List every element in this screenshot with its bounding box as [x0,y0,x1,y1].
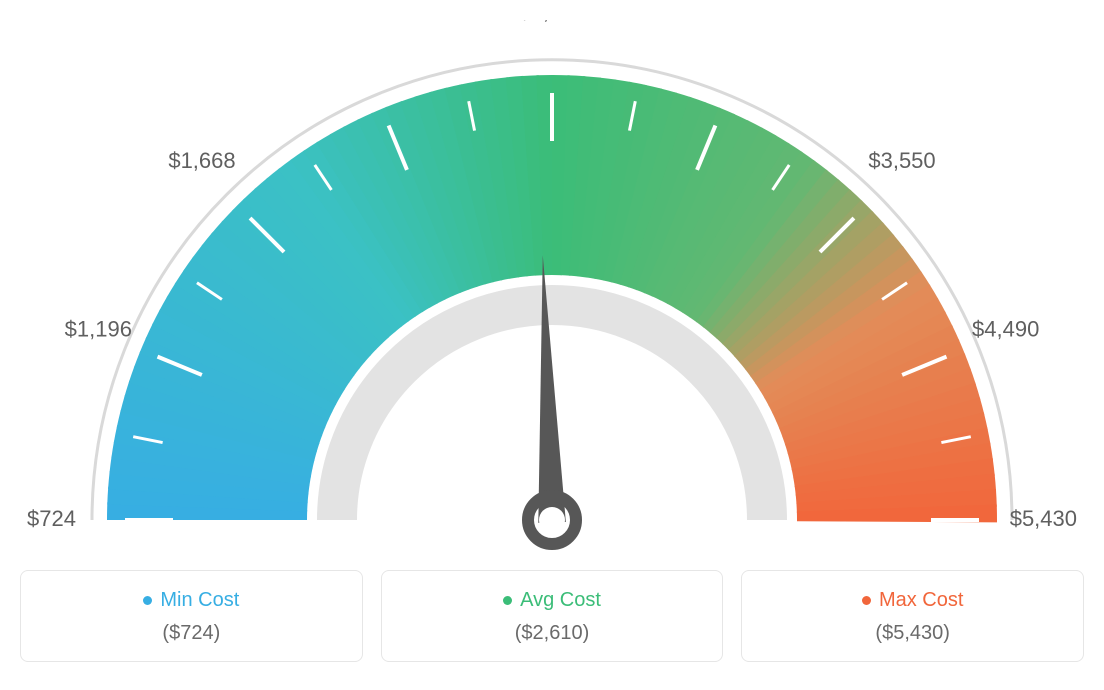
legend-avg-card: Avg Cost ($2,610) [381,570,724,662]
dot-icon [503,596,512,605]
tick-label: $3,550 [868,148,935,173]
legend-avg-value: ($2,610) [396,622,709,645]
tick-label: $4,490 [972,317,1039,342]
gauge-svg: $724 $1,196 $1,668 $2,610 $3,550 $4,490 $5,430 [20,20,1084,560]
dot-icon [862,596,871,605]
legend-row: Min Cost ($724) Avg Cost ($2,610) Max Co… [20,570,1084,662]
cost-gauge: $724 $1,196 $1,668 $2,610 $3,550 $4,490 $5,430 [20,20,1084,560]
legend-min-card: Min Cost ($724) [20,570,363,662]
legend-max-value: ($5,430) [756,622,1069,645]
needle-hub-inner [539,507,565,533]
legend-min-value: ($724) [35,622,348,645]
legend-avg-label: Avg Cost [520,589,601,612]
legend-max-title: Max Cost [862,589,963,612]
legend-min-title: Min Cost [143,589,239,612]
tick-label: $724 [27,506,76,531]
tick-label: $2,610 [518,20,585,24]
legend-min-label: Min Cost [160,589,239,612]
tick-label: $5,430 [1010,506,1077,531]
dot-icon [143,596,152,605]
legend-avg-title: Avg Cost [503,589,601,612]
legend-max-card: Max Cost ($5,430) [741,570,1084,662]
legend-max-label: Max Cost [879,589,963,612]
tick-label: $1,668 [168,148,235,173]
tick-label: $1,196 [65,317,132,342]
